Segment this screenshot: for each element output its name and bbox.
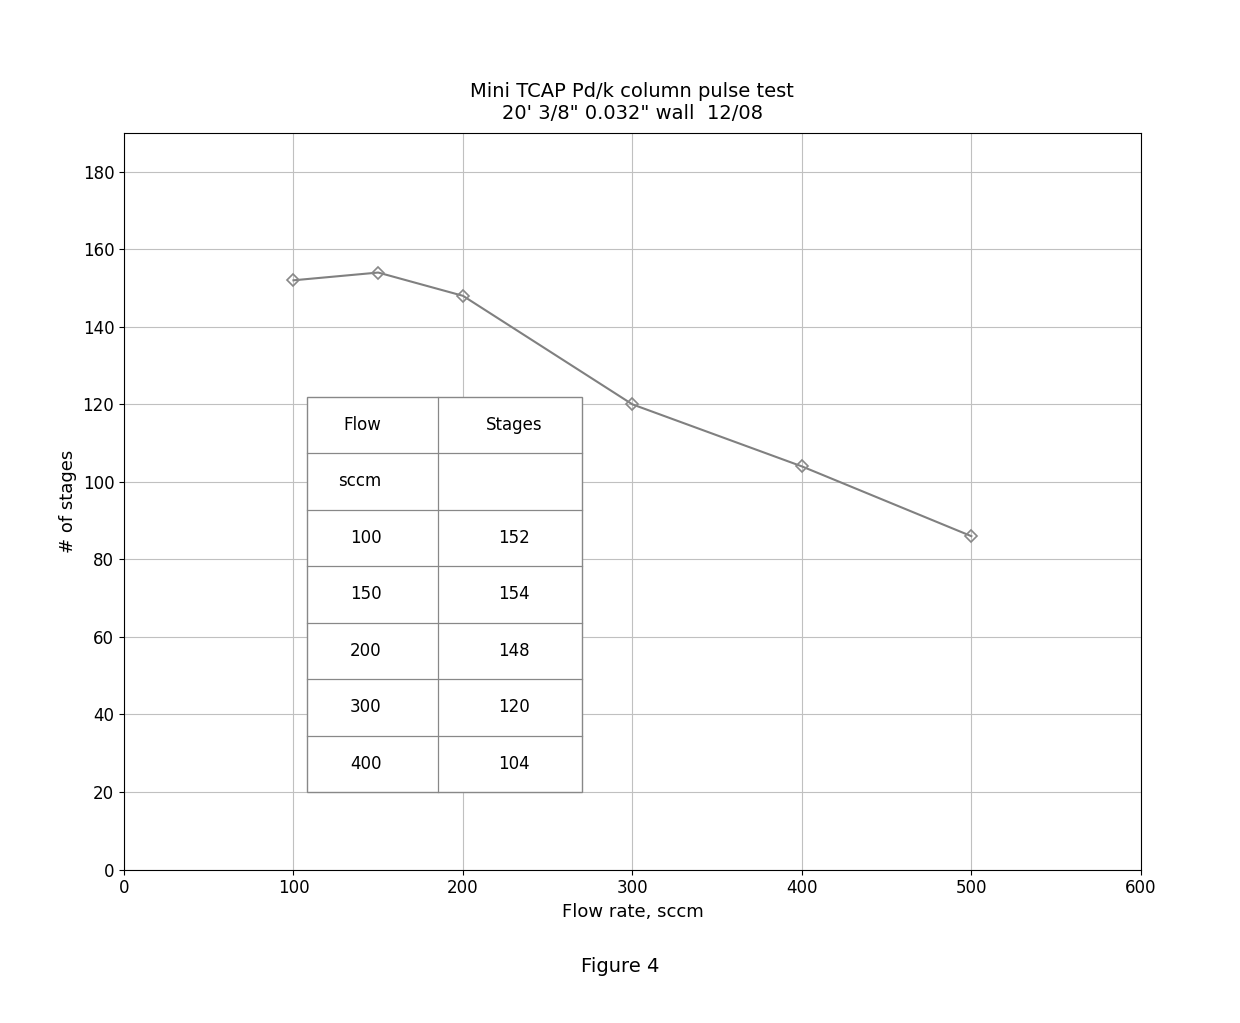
Text: Figure 4: Figure 4 bbox=[580, 958, 660, 976]
Text: 150: 150 bbox=[350, 585, 382, 604]
Text: 152: 152 bbox=[498, 529, 529, 547]
Text: 300: 300 bbox=[350, 699, 382, 716]
Text: 400: 400 bbox=[350, 755, 382, 772]
Text: 100: 100 bbox=[350, 529, 382, 547]
Text: 154: 154 bbox=[498, 585, 529, 604]
Text: sccm: sccm bbox=[339, 473, 382, 490]
Text: 148: 148 bbox=[498, 641, 529, 660]
Text: Flow: Flow bbox=[343, 415, 382, 434]
X-axis label: Flow rate, sccm: Flow rate, sccm bbox=[562, 903, 703, 921]
Text: 104: 104 bbox=[498, 755, 529, 772]
Bar bbox=[308, 397, 582, 792]
Text: 120: 120 bbox=[498, 699, 529, 716]
Text: 200: 200 bbox=[350, 641, 382, 660]
Text: Stages: Stages bbox=[486, 415, 542, 434]
Y-axis label: # of stages: # of stages bbox=[60, 450, 77, 552]
Title: Mini TCAP Pd/k column pulse test
20' 3/8" 0.032" wall  12/08: Mini TCAP Pd/k column pulse test 20' 3/8… bbox=[470, 82, 795, 123]
